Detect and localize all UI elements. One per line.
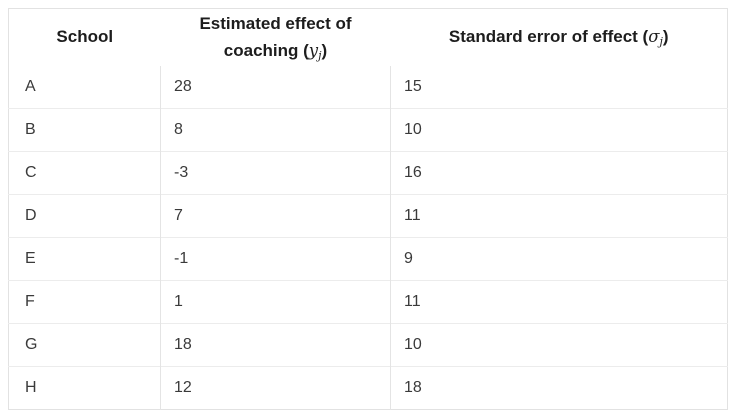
- school-cell: H: [8, 366, 161, 410]
- table-row: F 1 11: [8, 280, 728, 324]
- school-cell: E: [8, 237, 161, 281]
- column-header-effect-line2-prefix: coaching (: [223, 40, 309, 60]
- stderr-cell: 11: [390, 280, 728, 324]
- header-row: School Estimated effect of coaching (yj)…: [9, 9, 728, 67]
- table-row: B 8 10: [8, 108, 728, 152]
- column-header-stderr: Standard error of effect (σj): [391, 9, 728, 67]
- stderr-cell: 15: [390, 66, 728, 109]
- effect-cell: 18: [160, 323, 391, 367]
- column-header-effect-line1: Estimated effect of: [199, 14, 352, 34]
- effect-cell: 7: [160, 194, 391, 238]
- effect-cell: 1: [160, 280, 391, 324]
- stderr-cell: 9: [390, 237, 728, 281]
- school-cell: F: [8, 280, 161, 324]
- column-header-effect-suffix: ): [321, 40, 328, 60]
- column-header-school: School: [9, 9, 161, 67]
- effect-cell: 8: [160, 108, 391, 152]
- stderr-cell: 18: [390, 366, 728, 410]
- table-row: D 7 11: [8, 194, 728, 238]
- school-cell: G: [8, 323, 161, 367]
- table-body: A 28 15 B 8 10 C -3 16 D 7 11 E -1 9 F 1…: [8, 66, 728, 410]
- column-header-effect-line2: coaching (yj): [223, 40, 328, 62]
- stderr-cell: 11: [390, 194, 728, 238]
- stderr-cell: 16: [390, 151, 728, 195]
- effect-cell: 12: [160, 366, 391, 410]
- school-cell: D: [8, 194, 161, 238]
- effect-cell: -1: [160, 237, 391, 281]
- math-y-j-symbol: yj: [308, 40, 322, 62]
- school-cell: C: [8, 151, 161, 195]
- school-cell: A: [8, 66, 161, 109]
- column-header-school-label: School: [56, 27, 114, 47]
- stderr-cell: 10: [390, 108, 728, 152]
- schools-table: School Estimated effect of coaching (yj)…: [8, 8, 728, 410]
- column-header-effect: Estimated effect of coaching (yj): [161, 9, 391, 67]
- column-header-stderr-prefix: Standard error of effect (: [448, 27, 649, 47]
- table-row: G 18 10: [8, 323, 728, 367]
- table-header: School Estimated effect of coaching (yj)…: [9, 9, 728, 67]
- table-row: C -3 16: [8, 151, 728, 195]
- stderr-cell: 10: [390, 323, 728, 367]
- effect-cell: -3: [160, 151, 391, 195]
- table-row: E -1 9: [8, 237, 728, 281]
- math-sigma-j-symbol: σj: [648, 27, 663, 49]
- effect-cell: 28: [160, 66, 391, 109]
- school-cell: B: [8, 108, 161, 152]
- table-row: A 28 15: [8, 66, 728, 109]
- column-header-stderr-suffix: ): [662, 27, 669, 47]
- table-row: H 12 18: [8, 366, 728, 410]
